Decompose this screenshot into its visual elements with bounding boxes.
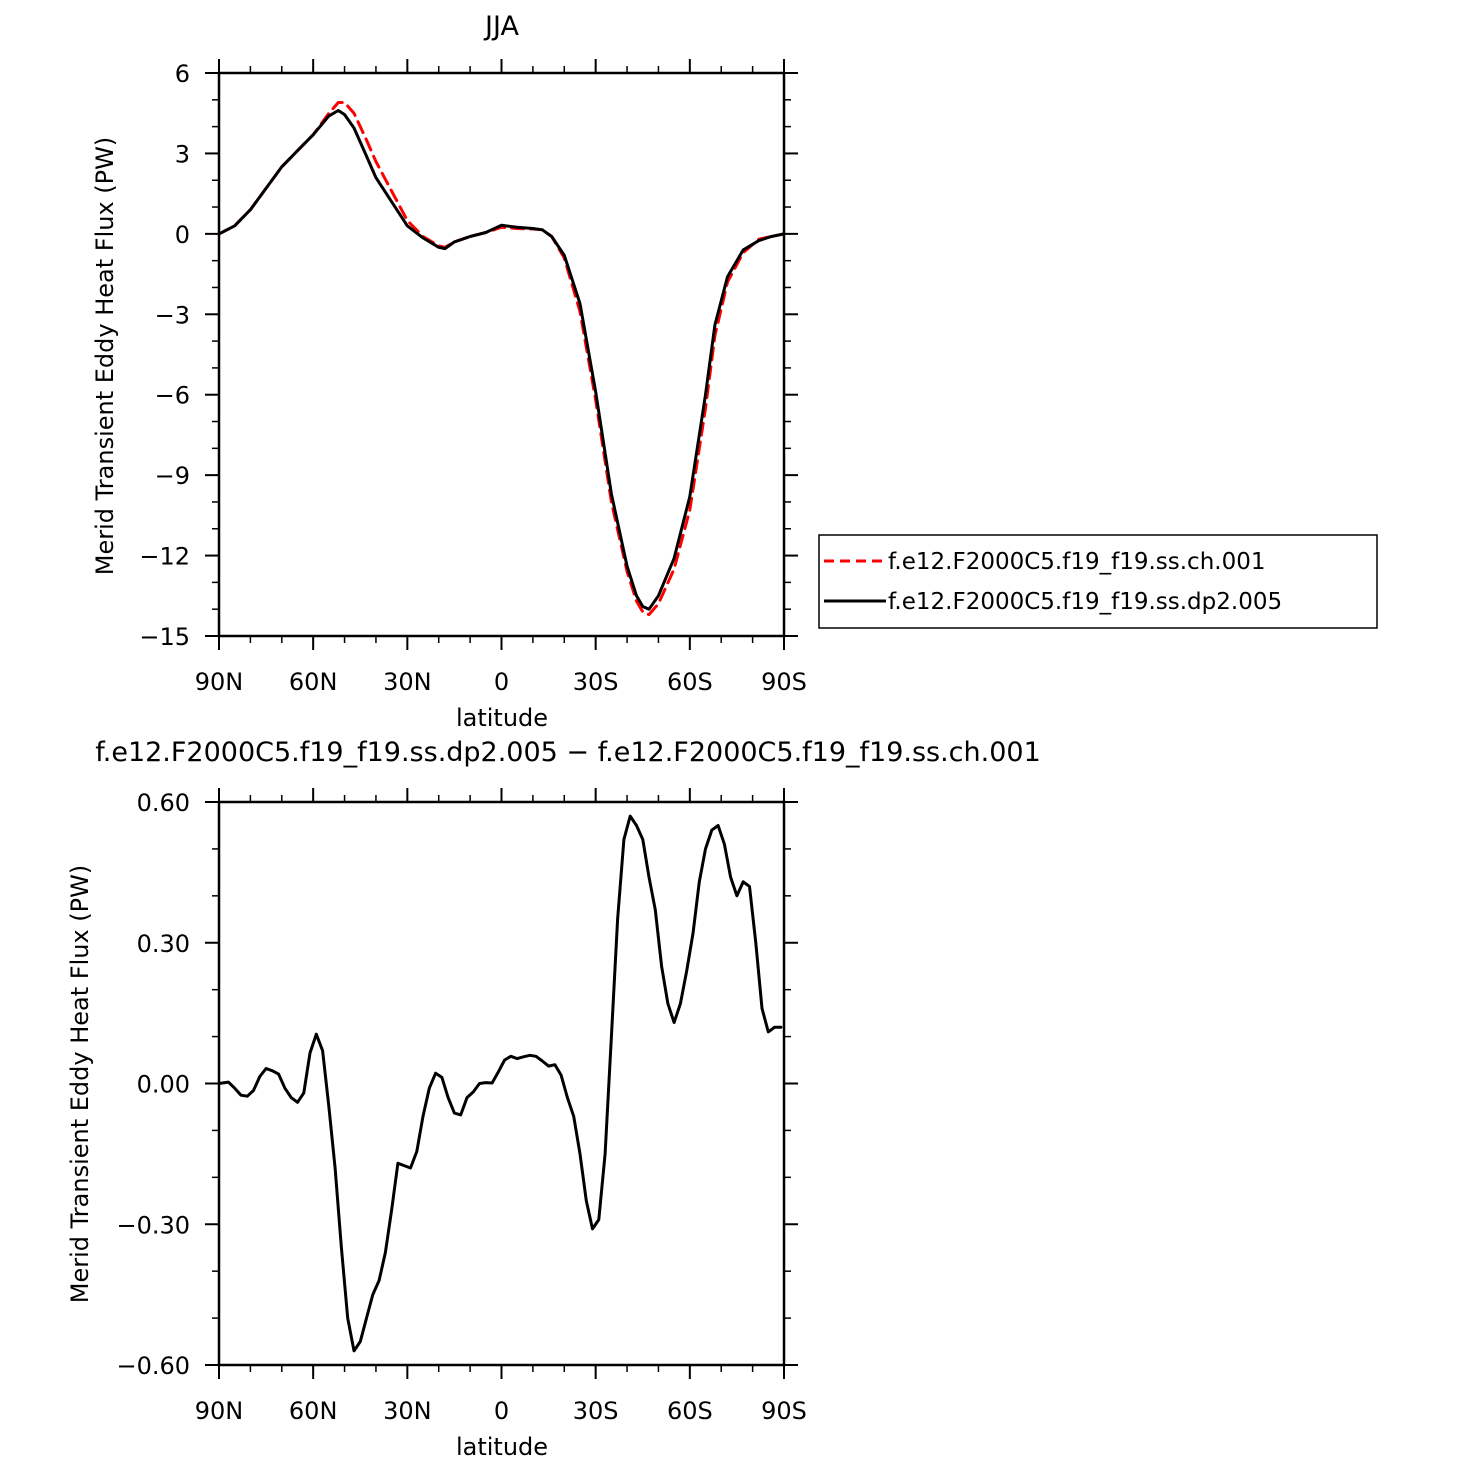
y-tick-label: 3 [175, 140, 190, 168]
x-axis-title-top: latitude [456, 704, 548, 732]
x-tick-label: 30S [573, 1397, 619, 1425]
legend-label-ch001: f.e12.F2000C5.f19_f19.ss.ch.001 [888, 549, 1265, 575]
legend: f.e12.F2000C5.f19_f19.ss.ch.001 f.e12.F2… [818, 534, 1378, 629]
y-tick-label: −9 [155, 462, 190, 490]
x-tick-label: 0 [494, 1397, 509, 1425]
y-axis-title-top: Merid Transient Eddy Heat Flux (PW) [91, 137, 119, 575]
y-tick-label: −15 [139, 623, 190, 651]
panel-bottom: f.e12.F2000C5.f19_f19.ss.dp2.005 − f.e12… [66, 737, 1041, 1461]
y-tick-labels-bottom: −0.60 −0.30 0.00 0.30 0.60 [116, 789, 190, 1380]
y-axis-title-bottom: Merid Transient Eddy Heat Flux (PW) [66, 865, 94, 1303]
y-tick-label: −3 [155, 301, 190, 329]
y-tick-label: −12 [139, 543, 190, 571]
y-tick-label: 0.00 [137, 1071, 190, 1099]
x-tick-label: 60N [289, 668, 338, 696]
x-tick-label: 60S [667, 1397, 713, 1425]
x-tick-label: 30S [573, 668, 619, 696]
y-tick-label: 0 [175, 221, 190, 249]
plot-frame-top [217, 71, 786, 638]
series-line-0 [217, 814, 783, 1353]
y-tick-label: 6 [175, 60, 190, 88]
x-axis-title-bottom: latitude [456, 1433, 548, 1461]
x-tick-label: 90N [195, 1397, 244, 1425]
x-tick-labels-bottom: 90N 60N 30N 0 30S 60S 90S [195, 1397, 807, 1425]
series-lines-bottom [217, 814, 783, 1353]
ticks-bottom [205, 788, 798, 1379]
plot-title-top: JJA [483, 11, 519, 42]
x-tick-label: 0 [494, 668, 509, 696]
x-tick-label: 30N [383, 668, 432, 696]
series-line-0 [217, 101, 786, 617]
y-tick-label: −0.60 [116, 1352, 190, 1380]
x-tick-label: 90S [761, 668, 807, 696]
legend-box [818, 534, 1378, 629]
y-tick-label: −6 [155, 382, 190, 410]
x-tick-labels-top: 90N 60N 30N 0 30S 60S 90S [195, 668, 807, 696]
series-lines-top [217, 101, 786, 617]
y-tick-label: 0.30 [137, 930, 190, 958]
x-tick-label: 60N [289, 1397, 338, 1425]
legend-label-dp2005: f.e12.F2000C5.f19_f19.ss.dp2.005 [888, 589, 1282, 615]
x-tick-label: 90N [195, 668, 244, 696]
y-tick-label: 0.60 [137, 789, 190, 817]
ticks-top [205, 59, 798, 650]
plot-title-bottom: f.e12.F2000C5.f19_f19.ss.dp2.005 − f.e12… [95, 737, 1041, 768]
y-tick-labels-top: −15 −12 −9 −6 −3 0 3 6 [139, 60, 190, 651]
panel-top: JJA 90N 60N 30N 0 30S 60S 90S −15−12−9−6−3036 … [91, 11, 807, 732]
x-tick-label: 30N [383, 1397, 432, 1425]
x-tick-label: 90S [761, 1397, 807, 1425]
x-tick-label: 60S [667, 668, 713, 696]
series-line-1 [217, 109, 786, 611]
y-tick-label: −0.30 [116, 1211, 190, 1239]
